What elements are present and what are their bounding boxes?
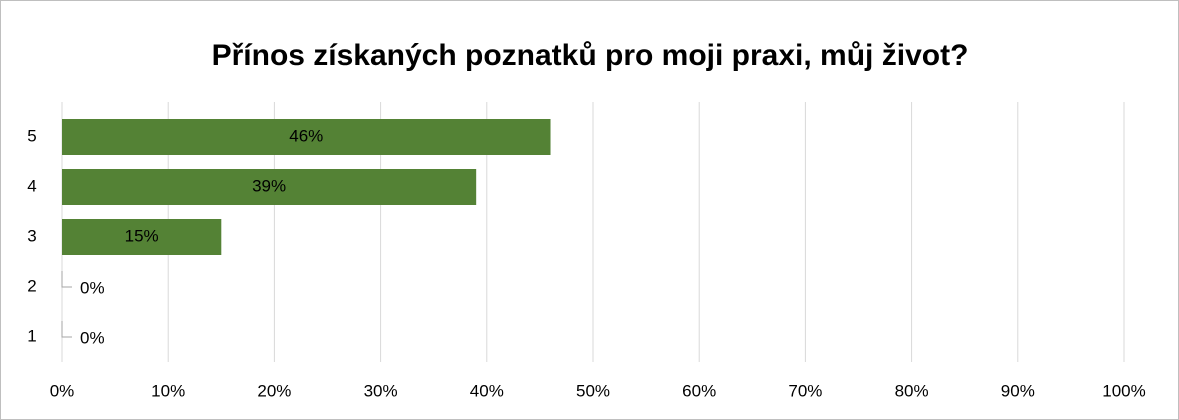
- y-tick-label: 5: [27, 126, 36, 145]
- x-tick-label: 30%: [364, 381, 398, 400]
- x-tick-label: 70%: [788, 381, 822, 400]
- chart-title: Přínos získaných poznatků pro moji praxi…: [212, 39, 969, 72]
- data-label: 0%: [80, 278, 105, 297]
- data-label: 39%: [252, 176, 286, 195]
- bar: [62, 119, 551, 155]
- data-label: 0%: [80, 328, 105, 347]
- x-tick-label: 40%: [470, 381, 504, 400]
- bar: [62, 219, 222, 255]
- leader-line: [61, 271, 72, 288]
- x-tick-label: 60%: [682, 381, 716, 400]
- x-tick-label: 50%: [576, 381, 610, 400]
- y-tick-label: 2: [27, 276, 36, 295]
- x-tick-label: 80%: [895, 381, 929, 400]
- y-tick-label: 3: [27, 226, 36, 245]
- x-tick-label: 90%: [1001, 381, 1035, 400]
- x-tick-label: 0%: [50, 381, 75, 400]
- leader-line: [61, 321, 72, 338]
- data-label: 15%: [125, 226, 159, 245]
- bar: [62, 169, 477, 205]
- data-label: 46%: [289, 126, 323, 145]
- x-tick-label: 100%: [1102, 381, 1145, 400]
- x-tick-label: 20%: [257, 381, 291, 400]
- x-tick-label: 10%: [151, 381, 185, 400]
- y-tick-label: 4: [27, 176, 36, 195]
- y-tick-label: 1: [27, 326, 36, 345]
